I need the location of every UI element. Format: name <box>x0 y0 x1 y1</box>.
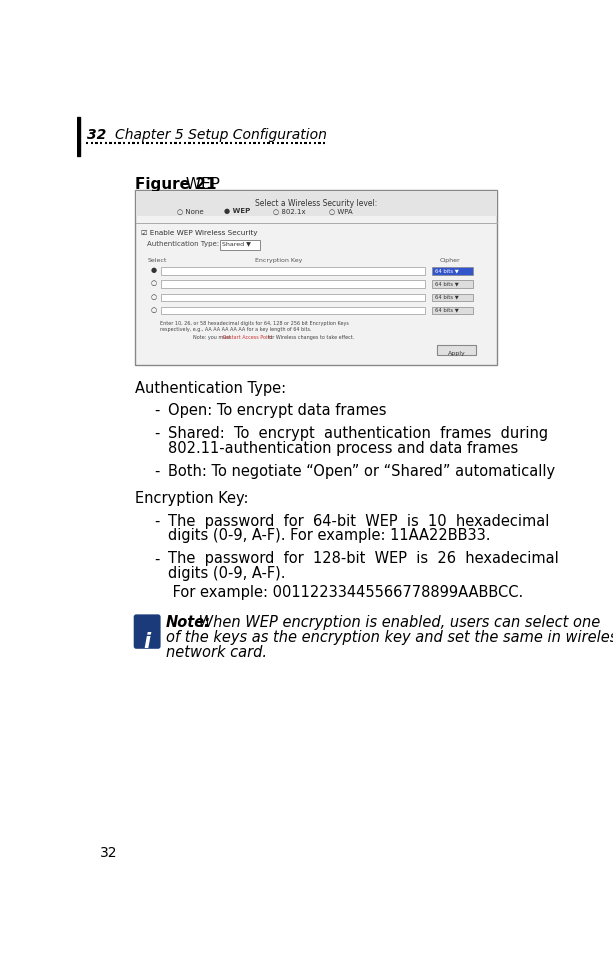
Text: respectively, e.g., AA AA AA AA AA for a key length of 64 bits.: respectively, e.g., AA AA AA AA AA for a… <box>161 328 312 333</box>
Text: Encryption Key: Encryption Key <box>255 258 302 263</box>
Text: ○: ○ <box>150 307 156 312</box>
Text: Apply: Apply <box>447 351 465 356</box>
Text: digits (0-9, A-F). For example: 11AA22BB33.: digits (0-9, A-F). For example: 11AA22BB… <box>168 528 490 544</box>
Text: for Wireless changes to take effect.: for Wireless changes to take effect. <box>267 335 355 340</box>
Text: Figure 21: Figure 21 <box>135 177 216 192</box>
Bar <box>220 240 261 250</box>
Text: Note: you must: Note: you must <box>193 335 232 340</box>
Bar <box>77 118 80 156</box>
Bar <box>432 307 473 314</box>
Bar <box>161 307 425 314</box>
Text: When WEP encryption is enabled, users can select one: When WEP encryption is enabled, users ca… <box>194 615 601 630</box>
Text: WEP: WEP <box>181 177 220 192</box>
Text: Cipher: Cipher <box>440 258 460 263</box>
Text: Shared:  To  encrypt  authentication  frames  during: Shared: To encrypt authentication frames… <box>168 426 548 441</box>
Bar <box>161 281 425 288</box>
Text: 64 bits ▼: 64 bits ▼ <box>435 268 459 273</box>
Bar <box>432 281 473 288</box>
Text: 64 bits ▼: 64 bits ▼ <box>435 294 459 299</box>
Text: Chapter 5 Setup Configuration: Chapter 5 Setup Configuration <box>115 128 327 142</box>
Text: ○ None: ○ None <box>177 208 204 214</box>
Bar <box>437 345 476 355</box>
Text: 64 bits ▼: 64 bits ▼ <box>435 308 459 312</box>
Text: The  password  for  64-bit  WEP  is  10  hexadecimal: The password for 64-bit WEP is 10 hexade… <box>168 514 549 529</box>
Text: ○: ○ <box>150 294 156 300</box>
Text: ○ WPA: ○ WPA <box>329 208 352 214</box>
Text: Select: Select <box>147 258 167 263</box>
Text: Note:: Note: <box>166 615 211 630</box>
Text: Authentication Type:: Authentication Type: <box>135 382 286 396</box>
Text: Open: To encrypt data frames: Open: To encrypt data frames <box>168 403 387 417</box>
Bar <box>135 191 497 216</box>
Bar <box>161 294 425 301</box>
Text: -: - <box>154 464 159 479</box>
Text: -: - <box>154 403 159 417</box>
Text: i: i <box>143 632 151 653</box>
Text: ☑ Enable WEP Wireless Security: ☑ Enable WEP Wireless Security <box>141 229 257 235</box>
Bar <box>432 267 473 275</box>
Text: -: - <box>154 426 159 441</box>
Text: ●: ● <box>150 267 156 274</box>
Bar <box>432 294 473 301</box>
Text: Restart Access Point: Restart Access Point <box>223 335 273 340</box>
Text: ○ 802.1x: ○ 802.1x <box>273 208 305 214</box>
Text: Shared ▼: Shared ▼ <box>223 241 251 246</box>
Bar <box>161 267 425 275</box>
Text: Enter 10, 26, or 58 hexadecimal digits for 64, 128 or 256 bit Encryption Keys: Enter 10, 26, or 58 hexadecimal digits f… <box>161 320 349 326</box>
Text: of the keys as the encryption key and set the same in wireless: of the keys as the encryption key and se… <box>166 630 613 645</box>
Text: Both: To negotiate “Open” or “Shared” automatically: Both: To negotiate “Open” or “Shared” au… <box>168 464 555 479</box>
Text: 64 bits ▼: 64 bits ▼ <box>435 281 459 286</box>
FancyBboxPatch shape <box>135 615 159 648</box>
Text: ○: ○ <box>150 281 156 286</box>
Text: For example: 00112233445566778899AABBCC.: For example: 00112233445566778899AABBCC. <box>168 584 524 600</box>
Text: 32: 32 <box>88 128 107 142</box>
Bar <box>135 190 498 365</box>
Text: 32: 32 <box>100 845 117 860</box>
Text: The  password  for  128-bit  WEP  is  26  hexadecimal: The password for 128-bit WEP is 26 hexad… <box>168 551 559 567</box>
Text: Authentication Type:: Authentication Type: <box>147 241 219 247</box>
Text: network card.: network card. <box>166 645 267 659</box>
Text: 802.11-authentication process and data frames: 802.11-authentication process and data f… <box>168 441 519 456</box>
Text: -: - <box>154 551 159 567</box>
Text: -: - <box>154 514 159 529</box>
Text: Encryption Key:: Encryption Key: <box>135 491 248 506</box>
Text: ● WEP: ● WEP <box>224 208 250 214</box>
Text: Select a Wireless Security level:: Select a Wireless Security level: <box>255 199 377 208</box>
Text: digits (0-9, A-F).: digits (0-9, A-F). <box>168 566 286 581</box>
